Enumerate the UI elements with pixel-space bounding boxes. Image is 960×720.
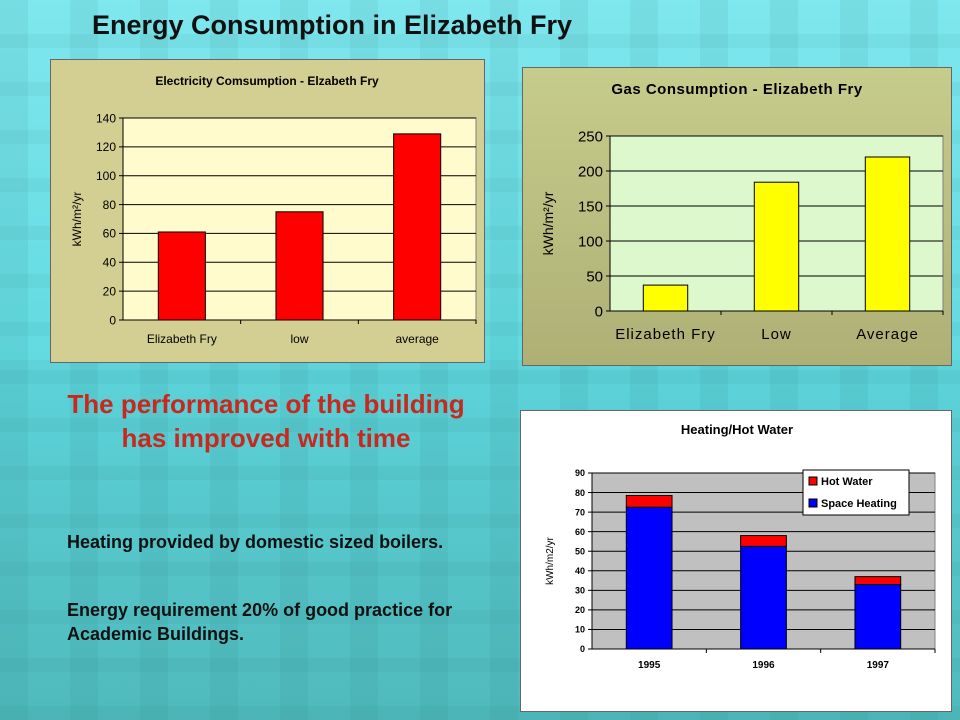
y-axis-label: kWh/m²/yr [540,191,556,255]
y-tick-label: 10 [575,625,585,635]
paragraph-energy-requirement: Energy requirement 20% of good practice … [67,600,453,645]
y-axis-label: kWh/m2/yr [545,536,556,584]
y-tick-label: 80 [575,488,585,498]
electricity-chart: Electricity Comsumption - Elzabeth Fry 0 2… [50,59,485,363]
x-tick-label: 1996 [752,660,775,671]
bar-gas-average [864,156,911,312]
y-tick-label: 60 [575,527,585,537]
bar-electricity-average [393,133,442,321]
x-tick-label: Elizabeth Fry [147,332,217,346]
x-tick-label: low [290,332,308,346]
chart-title: Electricity Comsumption - Elzabeth Fry [155,74,379,88]
legend [802,469,910,516]
y-tick-label: 40 [575,566,585,576]
y-tick-label: 40 [103,256,117,270]
x-tick-label: 1995 [638,660,661,671]
y-tick-label: 120 [96,140,116,154]
chart-title: Heating/Hot Water [681,422,793,437]
y-tick-label: 60 [103,227,117,241]
page-title: Energy Consumption in Elizabeth Fry [92,10,573,40]
y-tick-label: 250 [578,128,603,145]
y-tick-label: 100 [578,233,603,250]
y-tick-label: 100 [96,169,116,183]
electricity-chart-svg: Electricity Comsumption - Elzabeth Fry 0 2… [70,74,477,346]
chart-title: Gas Consumption - Elizabeth Fry [611,81,863,98]
y-axis-label: kWh/m²/yr [70,192,84,247]
y-tick-label: 50 [586,268,603,285]
x-tick-label: Average [856,326,919,343]
heating-chart-svg: Heating/Hot Water 0 10 20 30 40 50 60 70 80 90 kWh/… [545,422,936,671]
gas-chart: Gas Consumption - Elizabeth Fry 0 50 100 150… [522,67,952,366]
bar-space-heating-1995 [625,506,673,650]
x-tick-label: Elizabeth Fry [615,326,716,343]
bar-space-heating-1997 [854,583,902,650]
paragraph-heating: Heating provided by domestic sized boile… [67,532,444,552]
y-tick-label: 90 [575,468,585,478]
y-tick-label: 20 [103,284,117,298]
headline: The performance of the building has impr… [67,389,465,453]
y-tick-label: 0 [580,644,585,654]
y-tick-label: 30 [575,586,585,596]
x-tick-label: Low [761,326,792,343]
bar-electricity-low [275,211,324,321]
x-tick-label: average [395,332,439,346]
bar-electricity-elizabeth-fry [157,231,206,321]
bar-gas-elizabeth-fry [642,284,689,312]
legend-label-space-heating: Space Heating [821,498,897,510]
legend-swatch-hot-water [808,476,818,486]
y-tick-label: 20 [575,605,585,615]
legend-label-hot-water: Hot Water [821,476,873,488]
y-tick-label: 70 [575,507,585,517]
bar-hot-water-1996 [740,535,787,547]
y-tick-label: 0 [109,313,116,327]
y-tick-label: 80 [103,198,117,212]
x-tick-label: 1997 [867,660,890,671]
heating-chart: Heating/Hot Water 0 10 20 30 40 50 60 70 80 90 kWh/… [520,410,952,712]
y-tick-label: 50 [575,546,585,556]
legend-swatch-space-heating [808,498,818,508]
y-tick-label: 200 [578,163,603,180]
bar-hot-water-1995 [625,494,673,508]
gas-chart-svg: Gas Consumption - Elizabeth Fry 0 50 100 150… [540,81,944,343]
y-tick-label: 140 [96,111,116,125]
bar-gas-low [753,181,800,312]
y-tick-label: 0 [595,303,603,320]
bar-space-heating-1996 [740,545,787,650]
bar-hot-water-1997 [854,576,902,585]
y-tick-label: 150 [578,198,603,215]
